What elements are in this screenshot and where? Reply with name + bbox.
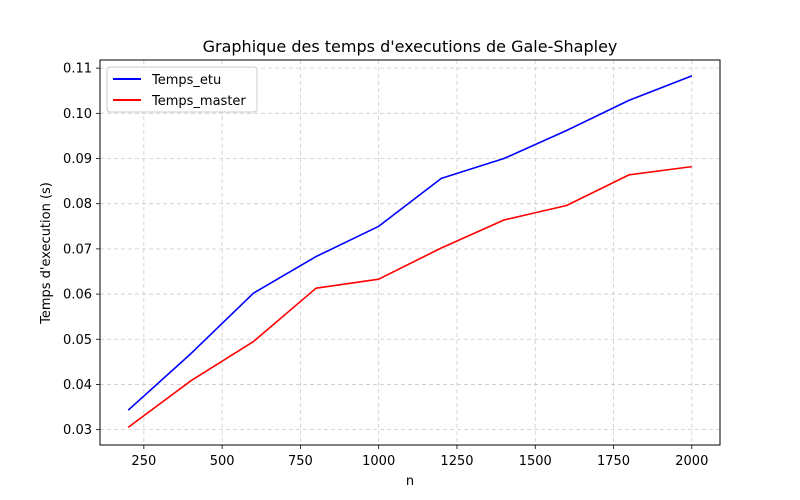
x-tick-label: 250 bbox=[131, 454, 156, 469]
y-tick-label: 0.04 bbox=[63, 378, 92, 393]
y-tick-label: 0.06 bbox=[63, 288, 92, 303]
x-tick-label: 1500 bbox=[519, 454, 552, 469]
y-tick-label: 0.03 bbox=[63, 423, 92, 438]
x-axis-ticks: 250 500 750 1000 1250 1500 1750 2000 bbox=[131, 445, 708, 469]
y-tick-label: 0.05 bbox=[63, 333, 92, 348]
series-lines bbox=[127, 75, 693, 429]
x-axis-label: n bbox=[406, 474, 414, 489]
y-tick-label: 0.09 bbox=[63, 152, 92, 167]
x-tick-label: 500 bbox=[210, 454, 235, 469]
y-tick-label: 0.10 bbox=[63, 107, 92, 122]
series-line-1 bbox=[127, 75, 693, 411]
y-axis-label: Temps d'execution (s) bbox=[39, 182, 54, 325]
legend: Temps_etu Temps_master bbox=[106, 66, 258, 113]
y-axis-ticks: 0.03 0.04 0.05 0.06 0.07 0.08 0.09 0.10 0.11 bbox=[63, 62, 100, 438]
plot-frame bbox=[99, 59, 721, 446]
legend-label-series-2: Temps_master bbox=[151, 94, 246, 109]
x-tick-label: 750 bbox=[288, 454, 313, 469]
x-tick-label: 1750 bbox=[597, 454, 630, 469]
y-tick-label: 0.11 bbox=[63, 62, 92, 77]
y-tick-label: 0.08 bbox=[63, 197, 92, 212]
x-tick-label: 1250 bbox=[440, 454, 473, 469]
x-tick-label: 2000 bbox=[675, 454, 708, 469]
x-tick-label: 1000 bbox=[362, 454, 395, 469]
legend-box bbox=[106, 66, 258, 113]
grid bbox=[100, 60, 720, 445]
y-tick-label: 0.07 bbox=[63, 242, 92, 257]
series-line-2 bbox=[127, 165, 692, 429]
legend-label-series-1: Temps_etu bbox=[151, 73, 221, 88]
chart-title: Graphique des temps d'executions de Gale… bbox=[203, 37, 618, 56]
